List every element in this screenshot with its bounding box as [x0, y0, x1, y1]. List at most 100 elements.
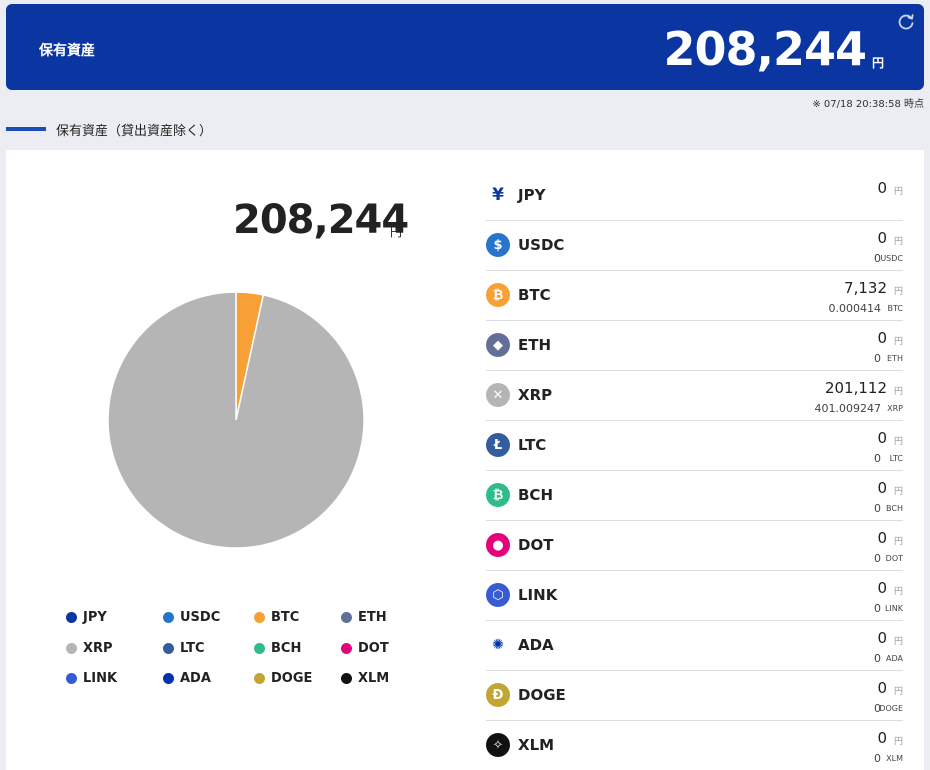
asset-quantity-unit: BTC — [887, 304, 904, 313]
asset-quantity: 0 — [874, 252, 881, 265]
timestamp: ※ 07/18 20:38:58 時点 — [812, 99, 924, 110]
asset-row-eth: ◆ ETH 0 円 0 ETH — [486, 321, 903, 371]
asset-jpy-value: 0 — [877, 179, 887, 197]
header-total-unit: 円 — [871, 56, 884, 70]
legend-dot — [163, 673, 174, 684]
legend-item-xlm[interactable]: XLM — [341, 671, 389, 686]
asset-jpy-value: 0 — [877, 329, 887, 347]
asset-name: ETH — [518, 336, 552, 354]
legend-item-usdc[interactable]: USDC — [163, 610, 220, 625]
asset-jpy-unit: 円 — [893, 287, 903, 297]
asset-quantity-unit: DOGE — [879, 704, 903, 713]
asset-jpy-value: 0 — [877, 579, 887, 597]
legend-item-xrp[interactable]: XRP — [66, 641, 113, 656]
asset-pie-chart — [107, 291, 365, 549]
legend-item-doge[interactable]: DOGE — [254, 671, 312, 686]
asset-quantity-unit: USDC — [880, 254, 903, 263]
xrp-icon: ✕ — [486, 383, 510, 407]
asset-quantity-unit: BCH — [886, 504, 903, 513]
legend-item-eth[interactable]: ETH — [341, 610, 387, 625]
legend-item-jpy[interactable]: JPY — [66, 610, 107, 625]
asset-jpy-value: 0 — [877, 629, 887, 647]
asset-name: BCH — [518, 486, 553, 504]
legend-label: DOGE — [271, 671, 313, 686]
asset-jpy-unit: 円 — [893, 387, 903, 397]
asset-name: DOT — [518, 536, 554, 554]
legend-dot — [341, 612, 352, 623]
section-title: 保有資産（貸出資産除く） — [56, 123, 213, 139]
legend-label: XRP — [83, 641, 113, 656]
asset-jpy-value: 0 — [877, 729, 887, 747]
legend-dot — [66, 612, 77, 623]
asset-jpy-value: 0 — [877, 479, 887, 497]
asset-jpy-value: 0 — [877, 429, 887, 447]
legend-label: DOT — [358, 641, 389, 656]
asset-row-doge: Ð DOGE 0 円 0 DOGE — [486, 671, 903, 721]
legend-dot — [254, 612, 265, 623]
asset-jpy-unit: 円 — [893, 437, 903, 447]
asset-jpy-value: 7,132 — [844, 279, 887, 297]
panel-total-amount: 208,244 — [233, 197, 409, 243]
asset-row-ada: ✺ ADA 0 円 0 ADA — [486, 621, 903, 671]
asset-quantity: 0 — [874, 552, 881, 565]
refresh-icon[interactable] — [896, 12, 916, 32]
asset-name: JPY — [518, 186, 546, 204]
legend-label: LTC — [180, 641, 205, 656]
header-card: 保有資産 208,244 円 — [6, 4, 924, 90]
legend-item-bch[interactable]: BCH — [254, 641, 301, 656]
legend-label: ETH — [358, 610, 387, 625]
legend-label: ADA — [180, 671, 211, 686]
yen-icon: ¥ — [492, 185, 504, 205]
asset-jpy-value: 201,112 — [824, 379, 887, 397]
litecoin-icon: Ł — [486, 433, 510, 457]
pie-slice-xrp — [107, 291, 365, 549]
polkadot-icon: ● — [486, 533, 510, 557]
asset-row-link: ⬡ LINK 0 円 0 LINK — [486, 571, 903, 621]
asset-quantity: 0 — [874, 502, 881, 515]
cardano-icon: ✺ — [486, 633, 510, 657]
asset-row-xrp: ✕ XRP 201,112 円 401.009247 XRP — [486, 371, 903, 421]
asset-quantity-unit: LINK — [884, 604, 903, 613]
asset-jpy-unit: 円 — [893, 637, 903, 647]
asset-jpy-unit: 円 — [893, 687, 903, 697]
asset-jpy-unit: 円 — [893, 537, 903, 547]
legend-label: JPY — [83, 610, 107, 625]
legend-dot — [341, 643, 352, 654]
asset-jpy-unit: 円 — [893, 737, 903, 747]
asset-quantity: 401.009247 — [814, 402, 881, 415]
chainlink-icon: ⬡ — [486, 583, 510, 607]
asset-name: LINK — [518, 586, 558, 604]
asset-name: XLM — [518, 736, 555, 754]
asset-name: XRP — [518, 386, 553, 404]
asset-row-ltc: Ł LTC 0 円 0 LTC — [486, 421, 903, 471]
usdc-icon: $ — [486, 233, 510, 257]
asset-row-xlm: ✧ XLM 0 円 0 XLM — [486, 721, 903, 770]
legend-item-ltc[interactable]: LTC — [163, 641, 205, 656]
asset-row-bch: ₿ BCH 0 円 0 BCH — [486, 471, 903, 521]
panel-total-unit: 円 — [390, 225, 403, 239]
legend-label: BTC — [271, 610, 300, 625]
stellar-icon: ✧ — [486, 733, 510, 757]
asset-jpy-unit: 円 — [893, 187, 903, 197]
legend-dot — [254, 643, 265, 654]
legend-dot — [66, 673, 77, 684]
asset-jpy-value: 0 — [877, 529, 887, 547]
legend-dot — [163, 612, 174, 623]
asset-list: ¥ JPY 0 円 $ USDC 0 円 0 USDC ₿ BTC 7,132 円 0.000414 BTC ◆… — [486, 171, 903, 770]
legend-label: BCH — [271, 641, 302, 656]
header-title: 保有資産 — [39, 43, 95, 59]
asset-quantity: 0 — [874, 602, 881, 615]
asset-name: ADA — [518, 636, 554, 654]
legend-item-ada[interactable]: ADA — [163, 671, 211, 686]
asset-jpy-value: 0 — [877, 229, 887, 247]
asset-jpy-unit: 円 — [893, 237, 903, 247]
asset-name: BTC — [518, 286, 551, 304]
asset-name: USDC — [518, 236, 565, 254]
legend-item-dot[interactable]: DOT — [341, 641, 389, 656]
legend-item-btc[interactable]: BTC — [254, 610, 299, 625]
legend-item-link[interactable]: LINK — [66, 671, 117, 686]
asset-quantity-unit: LTC — [889, 454, 903, 463]
asset-row-dot: ● DOT 0 円 0 DOT — [486, 521, 903, 571]
asset-quantity: 0 — [874, 702, 881, 715]
asset-quantity: 0.000414 — [828, 302, 882, 315]
